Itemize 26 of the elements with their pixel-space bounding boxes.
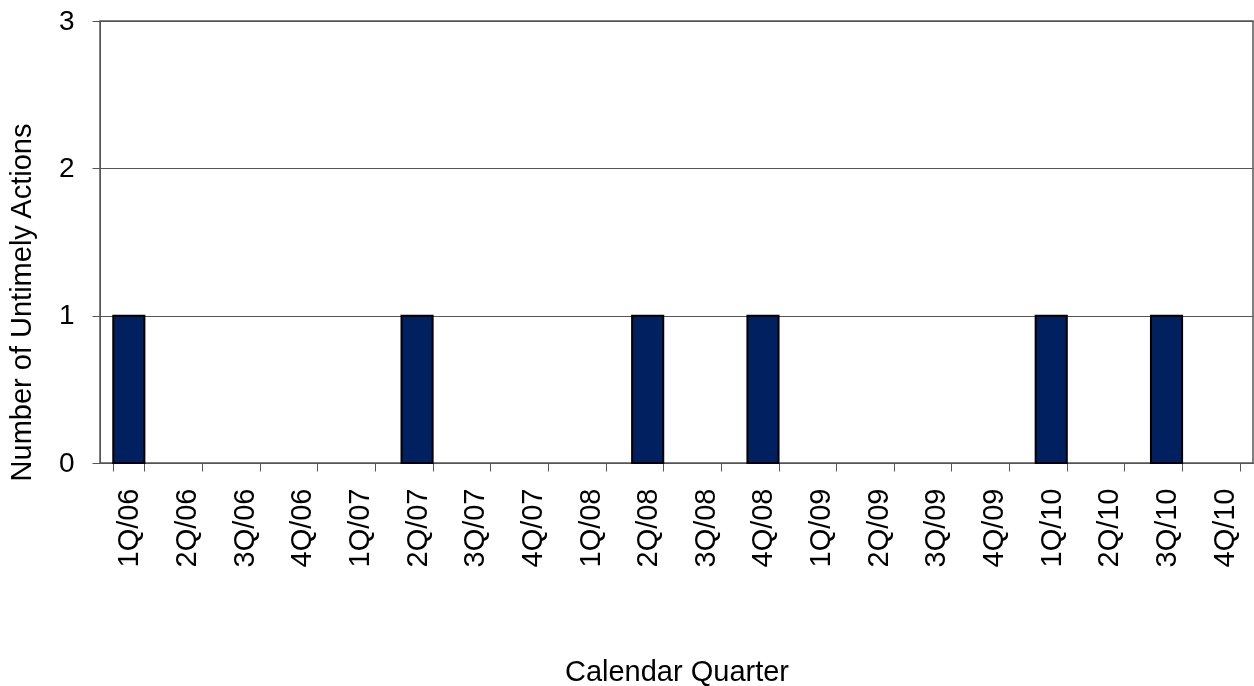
y-tick-label: 3 [58,4,75,36]
x-tick-label: 2Q/10 [1092,488,1125,568]
y-tick-label: 1 [58,299,75,331]
x-tick-label: 2Q/08 [631,488,664,568]
x-tick-label: 4Q/07 [515,488,548,568]
x-tick-label: 4Q/10 [1207,488,1240,568]
x-tick-label: 3Q/09 [919,488,952,568]
x-tick-label: 4Q/08 [746,488,779,568]
x-tick-label: 1Q/09 [804,488,837,568]
x-tick-label: 1Q/10 [1034,488,1067,568]
x-tick-label: 3Q/07 [458,488,491,568]
x-tick-label: 1Q/07 [342,488,375,568]
x-tick-label: 2Q/06 [169,488,202,568]
x-tick-label: 4Q/06 [285,488,318,568]
y-tick-label: 2 [58,151,75,183]
x-tick-label: 3Q/10 [1150,488,1183,568]
x-tick-label: 2Q/09 [861,488,894,568]
x-tick-label: 4Q/09 [977,488,1010,568]
y-axis-title: Number of Untimely Actions [4,123,37,482]
x-tick-label: 1Q/08 [573,488,606,568]
x-tick-label: 1Q/06 [112,488,145,568]
y-tick-label: 0 [58,446,75,478]
x-axis-title: Calendar Quarter [564,654,790,686]
x-tick-label: 3Q/08 [688,488,721,568]
x-tick-label: 2Q/07 [400,488,433,568]
x-tick-label: 3Q/06 [227,488,260,568]
